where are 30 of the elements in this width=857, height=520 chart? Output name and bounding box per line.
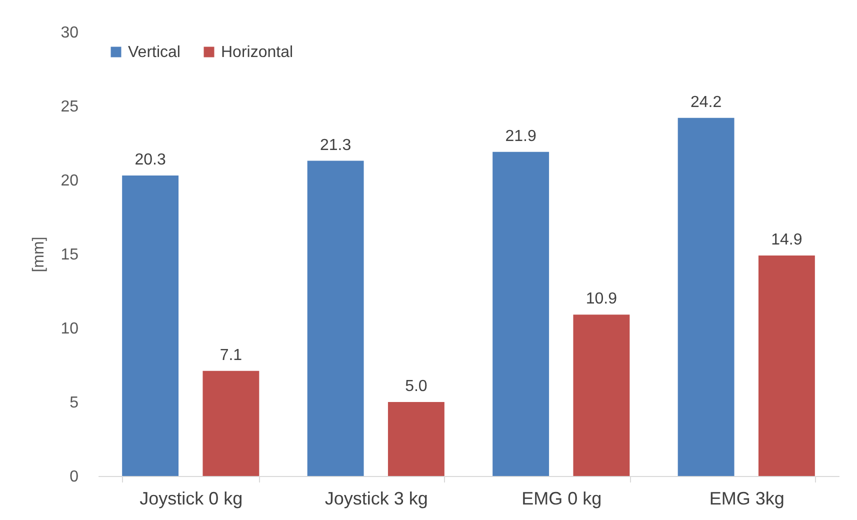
y-tick-label: 25: [60, 98, 79, 116]
data-label: 20.3: [134, 152, 166, 169]
y-axis-title: [mm]: [30, 236, 48, 272]
data-label: 7.1: [220, 346, 242, 364]
bar: [492, 152, 550, 476]
legend-label: Horizontal: [221, 44, 294, 61]
y-tick-label: 15: [60, 246, 79, 264]
data-label: 10.9: [586, 290, 618, 308]
x-tick-label: Joystick 3 kg: [324, 488, 428, 508]
y-tick-label: 20: [60, 172, 79, 190]
bar: [122, 176, 179, 476]
data-label: 5.0: [405, 378, 428, 395]
data-label: 24.2: [690, 94, 722, 111]
legend-label: Vertical: [128, 44, 180, 61]
bar: [758, 255, 815, 476]
bar: [573, 314, 630, 476]
x-tick-label: Joystick 0 kg: [140, 488, 243, 508]
y-tick-label: 0: [70, 468, 79, 486]
y-tick-label: 10: [60, 320, 79, 338]
bar: [307, 160, 364, 476]
data-label: 21.9: [505, 128, 536, 145]
data-label: 14.9: [771, 231, 802, 248]
data-label: 21.3: [320, 136, 352, 154]
bar: [678, 118, 734, 476]
bar: [388, 402, 444, 476]
x-tick-label: EMG 0 kg: [522, 488, 602, 508]
x-tick-label: EMG 3kg: [709, 488, 784, 508]
y-tick-label: 30: [60, 24, 79, 42]
y-tick-label: 5: [70, 394, 79, 412]
bar: [202, 370, 260, 476]
